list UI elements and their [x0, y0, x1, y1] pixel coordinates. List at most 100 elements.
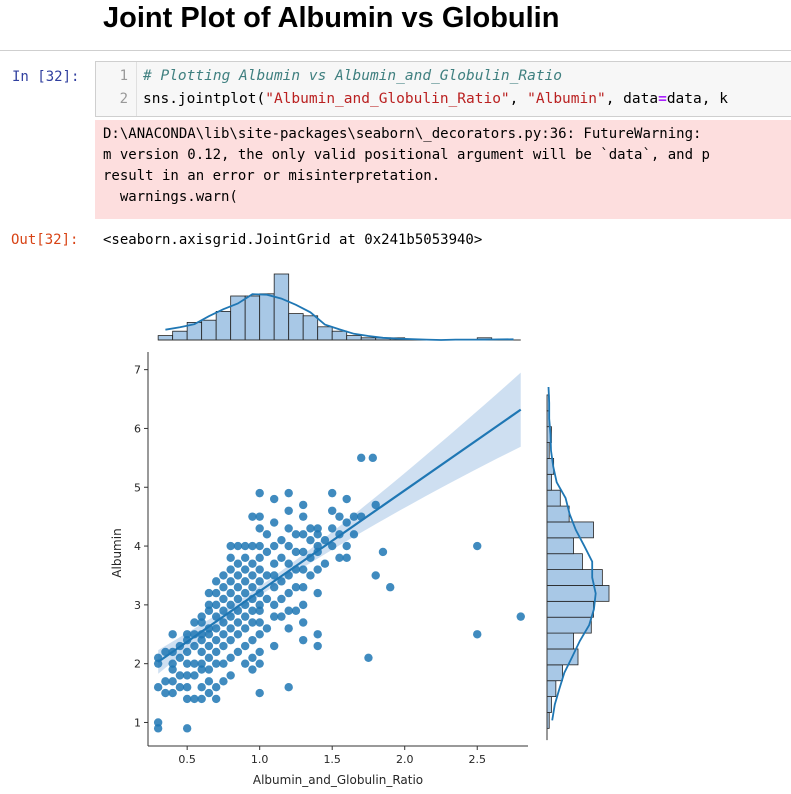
scatter-point — [327, 506, 337, 515]
scatter-point — [298, 635, 308, 645]
scatter-point — [269, 541, 279, 551]
scatter-point — [204, 630, 214, 639]
scatter-point — [269, 559, 279, 568]
scatter-point — [298, 530, 308, 539]
scatter-point — [277, 612, 286, 621]
x-hist-bar — [172, 330, 188, 341]
scatter-point — [161, 677, 170, 686]
scatter-point — [219, 583, 228, 592]
scatter-point — [248, 653, 257, 662]
scatter-point — [368, 453, 378, 463]
scatter-point — [226, 671, 235, 680]
scatter-point — [298, 547, 308, 557]
scatter-point — [197, 618, 206, 627]
x-kde-curve — [165, 293, 514, 341]
warning-output: D:\ANACONDA\lib\site-packages\seaborn\_d… — [95, 120, 791, 219]
scatter-point — [277, 553, 286, 563]
scatter-point — [516, 612, 525, 621]
scatter-point — [298, 512, 308, 521]
warning-line: m version 0.12, the only valid positiona… — [103, 147, 710, 163]
scatter-point — [298, 583, 308, 592]
y-hist-bar — [546, 553, 583, 570]
scatter-point — [262, 594, 272, 604]
scatter-point — [248, 665, 257, 674]
scatter-point — [473, 541, 482, 551]
scatter-point — [211, 694, 221, 704]
scatter-point — [161, 647, 170, 657]
scatter-point — [248, 635, 257, 645]
scatter-point — [226, 612, 235, 621]
scatter-point — [240, 565, 250, 574]
scatter-point — [349, 512, 359, 521]
scatter-point — [240, 612, 250, 621]
scatter-point — [197, 665, 206, 674]
scatter-point — [226, 553, 235, 563]
scatter-point — [269, 641, 279, 651]
scatter-point — [175, 682, 185, 692]
scatter-point — [277, 535, 286, 545]
y-tick-label: 2 — [134, 658, 141, 671]
scatter-point — [211, 659, 221, 668]
scatter-point — [233, 571, 243, 580]
code-cell[interactable]: 1 2 # Plotting Albumin vs Albumin_and_Gl… — [95, 61, 791, 117]
regression-line-group — [157, 408, 522, 663]
scatter-point — [240, 553, 250, 563]
scatter-point — [320, 559, 330, 568]
scatter-point — [284, 524, 293, 533]
scatter-point — [204, 653, 214, 662]
scatter-point — [219, 618, 228, 627]
scatter-point — [226, 653, 235, 662]
scatter-point — [306, 535, 315, 545]
scatter-point — [269, 494, 279, 504]
input-prompt: In [32]: — [12, 69, 80, 85]
x-tick-label: 0.5 — [178, 753, 196, 766]
scatter-point — [153, 718, 163, 727]
scatter-point — [248, 541, 257, 551]
y-hist-bar — [546, 442, 550, 459]
scatter-point — [342, 541, 351, 551]
scatter-point — [327, 541, 337, 551]
regression-line — [157, 408, 522, 663]
scatter-point — [233, 594, 243, 604]
code-token: sns.jointplot( — [143, 91, 266, 107]
scatter-point — [298, 600, 308, 610]
scatter-point — [313, 630, 322, 639]
scatter-point — [153, 724, 163, 733]
scatter-point — [248, 512, 257, 521]
scatter-point — [219, 606, 228, 615]
scatter-point — [255, 618, 264, 627]
scatter-point — [211, 635, 221, 645]
scatter-point — [255, 688, 264, 698]
scatter-point — [168, 630, 177, 639]
scatter-point — [255, 553, 264, 563]
scatter-point — [255, 524, 264, 533]
scatter-point — [255, 488, 264, 498]
scatter-point — [313, 524, 322, 533]
y-kde-curve — [547, 386, 597, 721]
scatter-point — [269, 600, 279, 610]
scatter-point — [153, 682, 163, 692]
scatter-point — [204, 641, 214, 651]
scatter-point — [240, 659, 250, 668]
scatter-point — [291, 530, 301, 539]
warning-line: D:\ANACONDA\lib\site-packages\seaborn\_d… — [103, 126, 710, 142]
scatter-point — [255, 541, 264, 551]
scatter-point — [313, 641, 322, 651]
scatter-point — [182, 630, 192, 639]
scatter-point — [233, 541, 243, 551]
y-hist-bar — [546, 489, 561, 507]
scatter-point — [233, 583, 243, 592]
scatter-point — [291, 606, 301, 615]
scatter-point — [240, 577, 250, 586]
scatter-point — [233, 559, 243, 568]
code-string: "Albumin" — [527, 91, 606, 107]
line-number-gutter: 1 2 — [96, 62, 137, 116]
code-line-1: # Plotting Albumin vs Albumin_and_Globul… — [143, 68, 562, 84]
scatter-point — [168, 688, 177, 698]
scatter-point — [211, 624, 221, 633]
scatter-point — [175, 653, 185, 662]
output-prompt: Out[32]: — [11, 232, 79, 248]
scatter-point — [255, 577, 264, 586]
code-token: , data — [605, 91, 659, 107]
scatter-point — [306, 571, 315, 580]
